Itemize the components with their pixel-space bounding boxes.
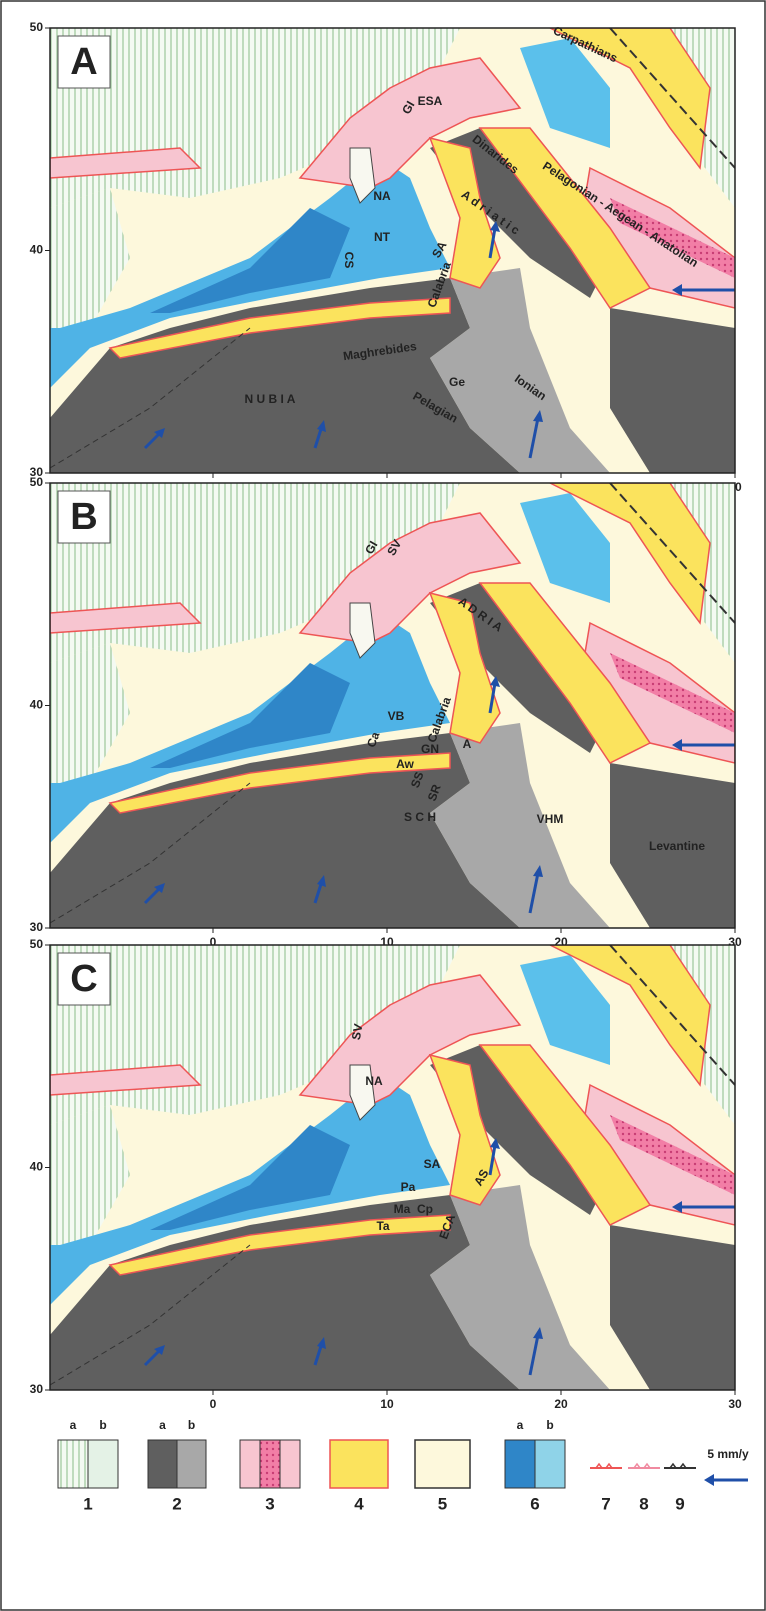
place-label: Ge bbox=[449, 375, 465, 389]
lon-tick-label: 10 bbox=[380, 1397, 394, 1411]
place-label: A bbox=[463, 737, 472, 751]
lat-tick-label: 40 bbox=[30, 243, 44, 257]
legend-swatch bbox=[260, 1440, 280, 1488]
place-label: SV bbox=[349, 1023, 366, 1041]
legend-swatch bbox=[58, 1440, 88, 1488]
panel-letter: C bbox=[70, 958, 97, 1000]
legend-swatch bbox=[330, 1440, 388, 1488]
legend-number: 8 bbox=[639, 1494, 648, 1513]
lon-tick-label: 20 bbox=[554, 1397, 568, 1411]
place-label: NA bbox=[373, 189, 391, 203]
figure: ACarpathiansESAGIDinaridesA d r i a t i … bbox=[0, 0, 766, 1611]
legend-number: 1 bbox=[83, 1494, 92, 1513]
lat-tick-label: 50 bbox=[30, 475, 44, 489]
legend-part: b bbox=[188, 1418, 195, 1432]
map-base bbox=[50, 28, 735, 473]
place-label: Aw bbox=[396, 757, 414, 771]
legend-number: 3 bbox=[265, 1494, 274, 1513]
legend-number: 9 bbox=[675, 1494, 684, 1513]
place-label: Cp bbox=[417, 1202, 433, 1216]
legend-swatch bbox=[148, 1440, 177, 1488]
legend-rate: 5 mm/y bbox=[707, 1447, 749, 1461]
place-label: Pa bbox=[401, 1180, 416, 1194]
legend-number: 5 bbox=[438, 1494, 447, 1513]
legend-part: a bbox=[159, 1418, 166, 1432]
place-label: NA bbox=[365, 1074, 383, 1088]
lat-tick-label: 40 bbox=[30, 1160, 44, 1174]
place-label: Ta bbox=[376, 1219, 389, 1233]
place-label: N U B I A bbox=[245, 392, 296, 406]
legend-swatch bbox=[505, 1440, 535, 1488]
legend-part: b bbox=[546, 1418, 553, 1432]
legend-number: 4 bbox=[354, 1494, 364, 1513]
legend-swatch bbox=[88, 1440, 118, 1488]
place-label: NT bbox=[374, 230, 391, 244]
lat-tick-label: 30 bbox=[30, 920, 44, 934]
place-label: VHM bbox=[537, 812, 564, 826]
place-label: S C H bbox=[404, 810, 436, 824]
lon-tick-label: 0 bbox=[210, 1397, 217, 1411]
place-label: Ma bbox=[394, 1202, 411, 1216]
legend-part: a bbox=[70, 1418, 77, 1432]
legend-arrowhead bbox=[704, 1474, 714, 1486]
panel-letter: B bbox=[70, 496, 97, 538]
legend-number: 6 bbox=[530, 1494, 539, 1513]
legend-swatch bbox=[177, 1440, 206, 1488]
panel-letter: A bbox=[70, 41, 97, 83]
legend-part: a bbox=[517, 1418, 524, 1432]
legend-swatch bbox=[415, 1440, 470, 1488]
legend-part: b bbox=[99, 1418, 106, 1432]
place-label: Levantine bbox=[649, 839, 705, 853]
map-base bbox=[50, 945, 735, 1390]
legend-number: 7 bbox=[601, 1494, 610, 1513]
legend-swatch bbox=[535, 1440, 565, 1488]
place-label: ESA bbox=[418, 94, 443, 108]
lon-tick-label: 30 bbox=[728, 1397, 742, 1411]
place-label: CS bbox=[342, 252, 356, 269]
legend-number: 2 bbox=[172, 1494, 181, 1513]
lat-tick-label: 40 bbox=[30, 698, 44, 712]
lat-tick-label: 50 bbox=[30, 937, 44, 951]
lat-tick-label: 50 bbox=[30, 20, 44, 34]
place-label: SA bbox=[424, 1157, 441, 1171]
place-label: VB bbox=[388, 709, 405, 723]
lat-tick-label: 30 bbox=[30, 1382, 44, 1396]
